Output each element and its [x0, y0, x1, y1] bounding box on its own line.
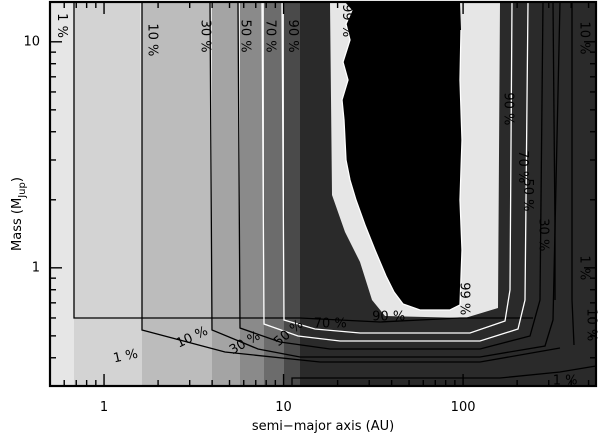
region-90-99pct [300, 2, 596, 386]
y-axis-label-main: Mass (M [10, 198, 25, 251]
contour-label-16: 70 % [314, 316, 347, 331]
contour-lines [73, 2, 596, 386]
contour-label-3: 50 % [238, 20, 253, 53]
x-tick-label: 1 [100, 400, 108, 415]
contour-line-10pct [141, 2, 561, 363]
contour-label-11: 10 % [576, 21, 591, 54]
axis-ticks: 1 10 100 1 10 [23, 2, 596, 415]
y-tick-label: 10 [23, 34, 40, 49]
contour-label-1: 10 % [145, 23, 160, 56]
contour-line-70pct [261, 2, 529, 342]
contour-label-2: 30 % [197, 20, 212, 53]
contour-line-1pct-bottom [291, 365, 596, 386]
contour-line-50pct [237, 2, 544, 350]
probability-regions [50, 2, 596, 386]
contour-label-10: 30 % [535, 218, 550, 251]
contour-line-90pct [281, 2, 513, 334]
x-axis-label: semi−major axis (AU) [252, 419, 394, 434]
region-10-30pct [142, 2, 596, 386]
y-axis-label-sub: Jup [17, 182, 28, 199]
contour-line-99pct [341, 9, 463, 311]
contour-label-9: 50 % [520, 178, 535, 211]
plot-frame [48, 0, 598, 388]
x-tick-label: 100 [451, 400, 476, 415]
contour-label-12: 1 % [576, 255, 591, 280]
contour-label-8: 70 % [515, 150, 530, 183]
contour-label-15: 90 % [372, 309, 405, 324]
contour-label-4: 70 % [262, 20, 277, 53]
contour-line-1pct [73, 2, 533, 323]
contour-label-14: 99 % [456, 282, 471, 315]
contour-label-6: 99 % [339, 4, 354, 37]
x-tick-label: 10 [275, 400, 292, 415]
contour-label-7: 90 % [501, 92, 516, 125]
y-axis-label-close: ) [10, 177, 25, 182]
y-tick-label: 1 [32, 260, 40, 275]
region-1-10pct [74, 2, 142, 380]
y-axis-label: Mass (MJup) [10, 177, 28, 251]
contour-line-30pct [209, 2, 561, 358]
contour-label-0: 1 % [54, 13, 69, 38]
region-above-99pct [330, 2, 462, 310]
contour-label-13: 10 % [583, 308, 598, 341]
contour-label-20: 1 % [112, 347, 139, 367]
contour-label-5: 90 % [285, 20, 300, 53]
contour-line-10pct-right [571, 2, 575, 346]
